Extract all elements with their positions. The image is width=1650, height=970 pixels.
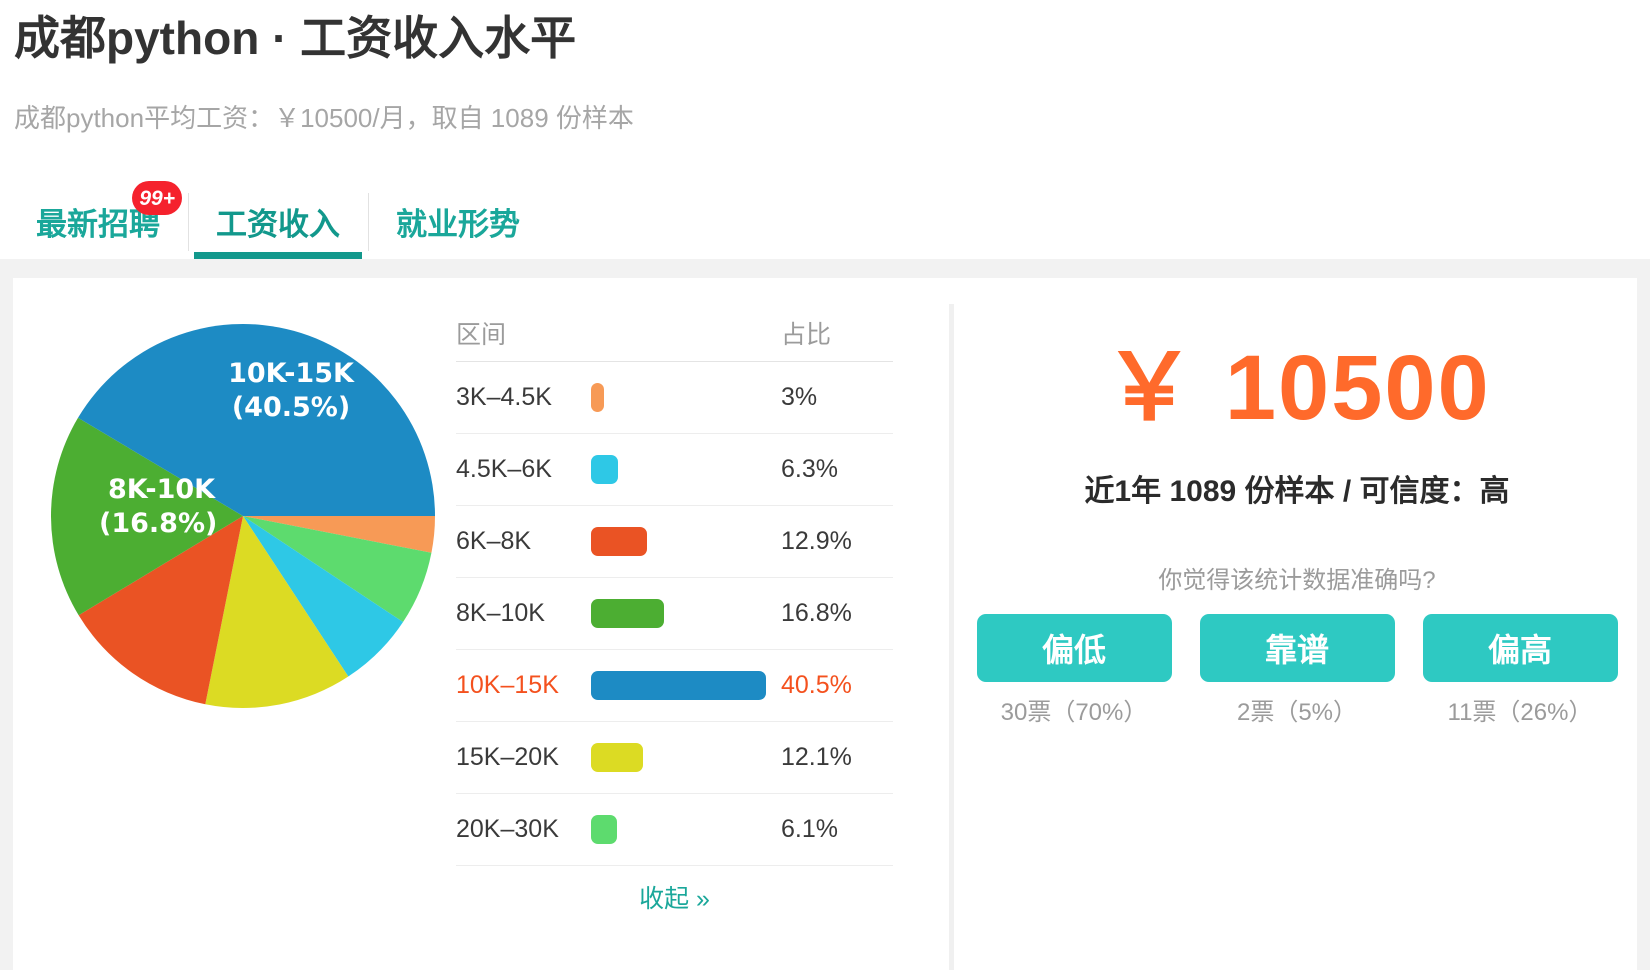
- pie-slice-8k10k[interactable]: [50, 417, 244, 616]
- tab-label: 工资收入: [216, 206, 340, 242]
- collapse-link[interactable]: 收起 »: [639, 885, 710, 913]
- pie-slices: [50, 323, 435, 709]
- vote-button-accurate[interactable]: 靠谱: [1199, 614, 1395, 682]
- table-row[interactable]: 15K–20K 12.1%: [456, 722, 893, 794]
- distribution-bar: [591, 455, 619, 484]
- cell-bar: [591, 434, 781, 505]
- vote-buttons-row: 偏低 30票（70%） 靠谱 2票（5%） 偏高 11票（26%）: [973, 614, 1621, 727]
- tab-label: 就业形势: [396, 206, 520, 242]
- table-header-row: 区间 占比: [456, 304, 893, 362]
- pie-label-8k-10k-title: 8K-10K: [108, 474, 216, 505]
- vote-option-accurate: 靠谱 2票（5%）: [1199, 614, 1395, 727]
- sample-credibility-line: 近1年 1089 份样本 / 可信度：高: [1084, 475, 1510, 508]
- cell-range: 10K–15K: [456, 671, 559, 699]
- vote-question: 你觉得该统计数据准确吗?: [1158, 567, 1436, 594]
- vote-option-low: 偏低 30票（70%）: [976, 614, 1172, 727]
- table-body: 3K–4.5K 3% 4.5K–6K 6.3% 6K–8K 12.9% 8K–10K 16.8…: [456, 362, 893, 866]
- pie-slice-10k15k[interactable]: [78, 323, 435, 516]
- vote-count-low: 30票（70%）: [1000, 699, 1148, 726]
- distribution-bar: [591, 743, 644, 772]
- pie-slice-20k30k[interactable]: [243, 516, 432, 623]
- table-footer: 收起 »: [456, 866, 893, 928]
- cell-percent: 6.1%: [781, 815, 838, 843]
- cell-percent: 12.1%: [781, 743, 852, 771]
- tab-latest-jobs[interactable]: 最新招聘 99+: [0, 181, 188, 259]
- cell-percent: 3%: [781, 383, 818, 411]
- vote-count-high: 11票（26%）: [1447, 699, 1593, 726]
- cell-range: 8K–10K: [456, 599, 545, 627]
- column-header-percent: 占比: [781, 320, 832, 349]
- cell-bar: [591, 722, 781, 793]
- table-row[interactable]: 10K–15K 40.5%: [456, 650, 893, 722]
- vote-count-accurate: 2票（5%）: [1236, 699, 1358, 726]
- vote-option-high: 偏高 11票（26%）: [1422, 614, 1618, 727]
- cell-range: 15K–20K: [456, 743, 559, 771]
- salary-distribution-table: 区间 占比 3K–4.5K 3% 4.5K–6K 6.3% 6K–8K 12.9% 8K–1…: [456, 304, 893, 928]
- cell-range: 6K–8K: [456, 527, 532, 555]
- pie-slice-6k8k[interactable]: [78, 516, 243, 705]
- column-header-bar-spacer: [591, 304, 781, 361]
- cell-range: 4.5K–6K: [456, 455, 552, 483]
- cell-percent: 16.8%: [781, 599, 852, 627]
- table-row[interactable]: 6K–8K 12.9%: [456, 506, 893, 578]
- new-jobs-badge: 99+: [132, 181, 182, 215]
- cell-range: 20K–30K: [456, 815, 559, 843]
- table-row[interactable]: 8K–10K 16.8%: [456, 578, 893, 650]
- distribution-bar: [591, 527, 647, 556]
- distribution-bar: [591, 815, 618, 844]
- vote-button-high[interactable]: 偏高: [1422, 614, 1618, 682]
- pie-svg: 10K-15K (40.5%) 8K-10K (16.8%): [50, 323, 435, 709]
- average-salary-value: ￥ 10500: [1103, 337, 1491, 439]
- page-subtitle: 成都python平均工资：￥10500/月，取自 1089 份样本: [14, 103, 634, 133]
- cell-percent: 40.5%: [781, 671, 852, 699]
- panel-divider: [949, 304, 954, 970]
- distribution-bar: [591, 599, 664, 628]
- vote-button-low[interactable]: 偏低: [976, 614, 1172, 682]
- cell-bar: [591, 650, 781, 721]
- tab-bar: 最新招聘 99+ 工资收入 就业形势: [0, 181, 1650, 259]
- summary-panel: ￥ 10500 近1年 1089 份样本 / 可信度：高 你觉得该统计数据准确吗…: [973, 304, 1621, 727]
- pie-label-10k-15k-title: 10K-15K: [228, 358, 355, 389]
- cell-bar: [591, 506, 781, 577]
- pie-slice-15k20k[interactable]: [205, 516, 349, 709]
- salary-pie-chart: 10K-15K (40.5%) 8K-10K (16.8%): [41, 306, 446, 726]
- pie-label-8k-10k-value: (16.8%): [99, 508, 217, 539]
- cell-bar: [591, 794, 781, 865]
- table-row[interactable]: 4.5K–6K 6.3%: [456, 434, 893, 506]
- pie-label-10k-15k-value: (40.5%): [232, 392, 350, 423]
- cell-percent: 6.3%: [781, 455, 838, 483]
- cell-range: 3K–4.5K: [456, 383, 552, 411]
- cell-bar: [591, 362, 781, 433]
- distribution-bar: [591, 383, 604, 412]
- pie-slice-3k45k[interactable]: [243, 516, 435, 553]
- table-row[interactable]: 20K–30K 6.1%: [456, 794, 893, 866]
- tab-salary-income[interactable]: 工资收入: [188, 183, 368, 259]
- column-header-range: 区间: [456, 320, 507, 349]
- salary-card: 10K-15K (40.5%) 8K-10K (16.8%) 区间 占比 3K–…: [13, 278, 1637, 970]
- cell-percent: 12.9%: [781, 527, 852, 555]
- page-title: 成都python · 工资收入水平: [14, 12, 577, 64]
- pie-slice-45k6k[interactable]: [243, 516, 404, 677]
- table-row[interactable]: 3K–4.5K 3%: [456, 362, 893, 434]
- distribution-bar: [591, 671, 766, 700]
- cell-bar: [591, 578, 781, 649]
- tab-employment-situation[interactable]: 就业形势: [368, 183, 548, 259]
